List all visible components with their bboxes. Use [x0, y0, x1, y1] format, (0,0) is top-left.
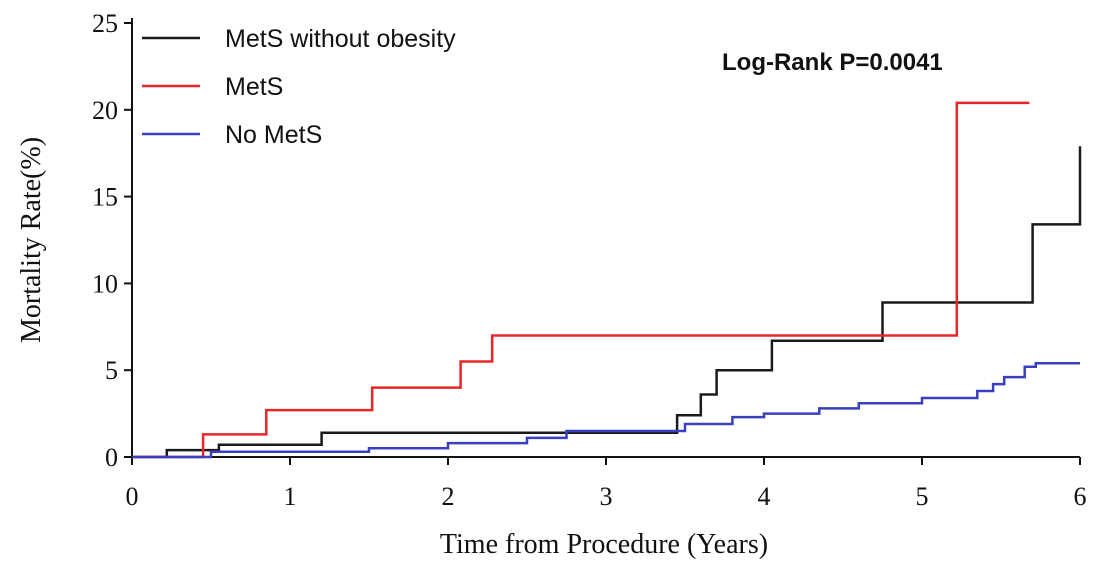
- series-line-1: [132, 101, 1030, 459]
- x-axis-ticks: 0 1 2 3 4 5 6: [126, 457, 1087, 511]
- legend-label-1: MetS: [225, 73, 283, 101]
- y-tick-label: 20: [92, 96, 118, 125]
- x-axis-title: Time from Procedure (Years): [440, 529, 768, 560]
- x-tick-label: 6: [1074, 482, 1087, 511]
- series-line-0: [132, 146, 1082, 459]
- y-tick-label: 10: [92, 269, 118, 298]
- x-tick-label: 0: [126, 482, 139, 511]
- legend: MetS without obesity MetS No MetS: [142, 25, 456, 149]
- series-lines: [132, 101, 1082, 459]
- y-tick-label: 15: [92, 183, 118, 212]
- legend-label-2: No MetS: [225, 121, 322, 149]
- legend-label-0: MetS without obesity: [225, 25, 456, 53]
- y-axis-title: Mortality Rate(%): [16, 137, 47, 343]
- y-axis-ticks: 0 5 10 15 20 25: [92, 9, 132, 472]
- x-tick-label: 3: [600, 482, 613, 511]
- y-tick-label: 0: [105, 443, 118, 472]
- log-rank-annotation: Log-Rank P=0.0041: [722, 49, 943, 76]
- x-tick-label: 5: [916, 482, 929, 511]
- series-line-2: [132, 362, 1080, 459]
- y-tick-label: 25: [92, 9, 118, 38]
- x-tick-label: 4: [758, 482, 771, 511]
- x-tick-label: 1: [284, 482, 297, 511]
- x-tick-label: 2: [442, 482, 455, 511]
- y-tick-label: 5: [105, 356, 118, 385]
